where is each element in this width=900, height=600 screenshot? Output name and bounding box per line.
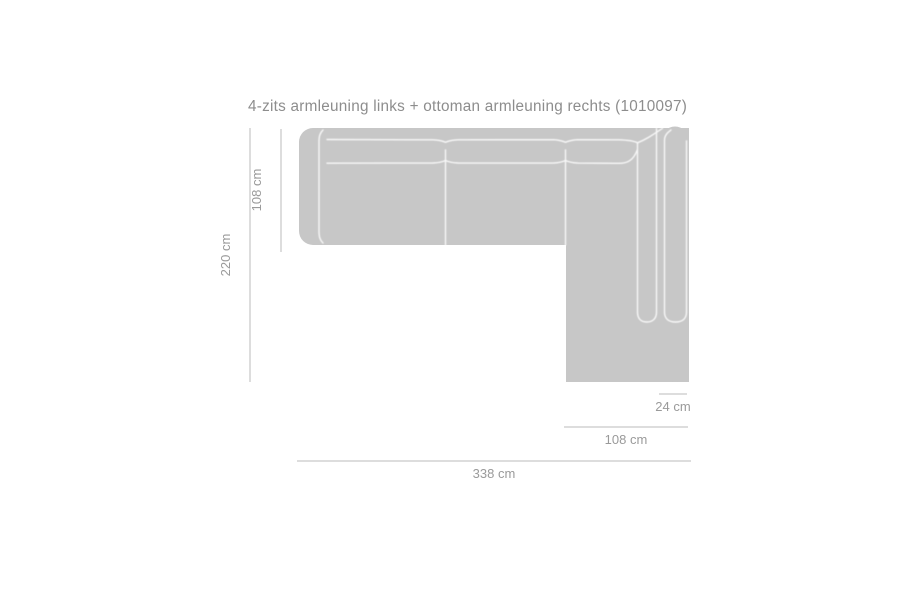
- svg-text:338 cm: 338 cm: [473, 466, 516, 481]
- svg-text:108 cm: 108 cm: [605, 432, 648, 447]
- svg-text:24 cm: 24 cm: [655, 399, 690, 414]
- svg-text:108 cm: 108 cm: [249, 169, 264, 212]
- svg-text:220 cm: 220 cm: [218, 234, 233, 277]
